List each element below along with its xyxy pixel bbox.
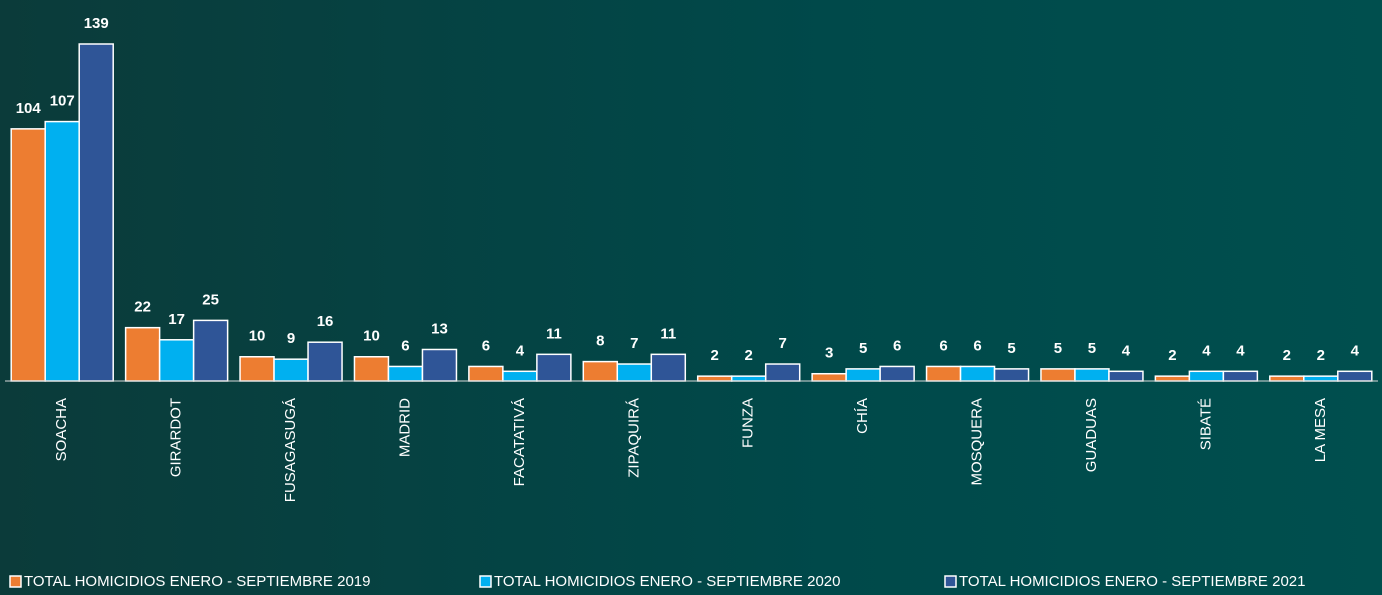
bar bbox=[353, 356, 390, 382]
bar bbox=[10, 128, 46, 382]
legend-swatch bbox=[9, 575, 22, 588]
value-label: 8 bbox=[596, 333, 604, 350]
x-tick-label: CHÍA bbox=[854, 398, 871, 434]
x-tick-label: FUSAGASUGÁ bbox=[282, 398, 299, 502]
value-label: 5 bbox=[1054, 340, 1062, 357]
bar bbox=[1269, 375, 1305, 382]
value-label: 6 bbox=[893, 337, 901, 354]
bar bbox=[1303, 375, 1339, 382]
bar bbox=[925, 365, 962, 382]
bar bbox=[993, 368, 1030, 382]
legend-label: TOTAL HOMICIDIOS ENERO - SEPTIEMBRE 2019 bbox=[24, 573, 370, 590]
bar bbox=[1108, 370, 1144, 382]
bar bbox=[192, 319, 229, 382]
value-label: 2 bbox=[1168, 347, 1176, 364]
bar bbox=[239, 356, 275, 382]
bar bbox=[811, 372, 847, 382]
value-label: 25 bbox=[202, 291, 219, 308]
bar bbox=[1337, 370, 1373, 382]
value-label: 6 bbox=[939, 337, 947, 354]
bar bbox=[959, 365, 996, 382]
legend-label: TOTAL HOMICIDIOS ENERO - SEPTIEMBRE 2021 bbox=[959, 573, 1305, 590]
bar bbox=[1074, 368, 1110, 382]
value-label: 6 bbox=[482, 337, 490, 354]
value-label: 10 bbox=[363, 328, 380, 345]
legend-swatch bbox=[944, 575, 957, 588]
x-tick-label: FUNZA bbox=[740, 398, 757, 448]
value-label: 2 bbox=[1317, 347, 1325, 364]
bar bbox=[1188, 370, 1225, 382]
x-tick-label: SOACHA bbox=[53, 398, 70, 461]
bar bbox=[1222, 370, 1259, 382]
x-tick-label: ZIPAQUIRÁ bbox=[625, 398, 642, 478]
legend-label: TOTAL HOMICIDIOS ENERO - SEPTIEMBRE 2020 bbox=[494, 573, 840, 590]
x-tick-label: GUADUAS bbox=[1083, 398, 1100, 472]
value-label: 22 bbox=[134, 299, 151, 316]
value-label: 13 bbox=[431, 320, 448, 337]
x-tick-label: MOSQUERA bbox=[969, 398, 986, 486]
bar bbox=[421, 348, 458, 382]
bar bbox=[879, 365, 915, 382]
value-label: 7 bbox=[630, 335, 638, 352]
bar bbox=[307, 341, 343, 382]
x-tick-label: LA MESA bbox=[1312, 398, 1329, 462]
bar bbox=[582, 360, 619, 382]
value-label: 104 bbox=[16, 100, 42, 117]
value-label: 5 bbox=[1007, 340, 1015, 357]
bar bbox=[650, 353, 687, 382]
bar bbox=[696, 375, 733, 382]
value-label: 6 bbox=[973, 337, 981, 354]
bar bbox=[1154, 375, 1191, 382]
bar bbox=[536, 353, 572, 382]
value-label: 11 bbox=[546, 325, 562, 342]
value-label: 4 bbox=[1202, 342, 1211, 359]
value-label: 2 bbox=[745, 347, 753, 364]
bar bbox=[158, 339, 195, 382]
bar bbox=[616, 363, 653, 382]
value-label: 10 bbox=[249, 328, 266, 345]
x-tick-label: MADRID bbox=[396, 398, 413, 457]
bar bbox=[273, 358, 309, 382]
value-label: 107 bbox=[50, 93, 75, 110]
x-tick-label: SIBATÉ bbox=[1197, 398, 1214, 450]
x-tick-label: FACATATIVÁ bbox=[511, 398, 528, 486]
value-label: 5 bbox=[1088, 340, 1096, 357]
value-label: 16 bbox=[317, 313, 334, 330]
value-label: 6 bbox=[401, 337, 409, 354]
legend-swatch bbox=[479, 575, 492, 588]
bar bbox=[78, 43, 114, 382]
value-label: 4 bbox=[1122, 342, 1131, 359]
value-label: 7 bbox=[779, 335, 787, 352]
value-label: 9 bbox=[287, 330, 295, 347]
value-label: 4 bbox=[1351, 342, 1360, 359]
bar bbox=[44, 120, 80, 382]
value-label: 2 bbox=[1283, 347, 1291, 364]
bar bbox=[468, 365, 504, 382]
bar bbox=[124, 326, 161, 382]
value-label: 11 bbox=[660, 325, 676, 342]
bar bbox=[1040, 368, 1076, 382]
bar bbox=[730, 375, 767, 382]
value-label: 3 bbox=[825, 345, 833, 362]
bar bbox=[502, 370, 538, 382]
value-label: 5 bbox=[859, 340, 867, 357]
bar bbox=[764, 363, 801, 382]
value-label: 2 bbox=[711, 347, 719, 364]
value-label: 17 bbox=[168, 311, 185, 328]
x-tick-label: GIRARDOT bbox=[168, 398, 185, 477]
value-label: 4 bbox=[1236, 342, 1245, 359]
bar bbox=[387, 365, 424, 382]
value-label: 139 bbox=[84, 15, 109, 32]
bar bbox=[845, 368, 881, 382]
value-label: 4 bbox=[516, 342, 525, 359]
